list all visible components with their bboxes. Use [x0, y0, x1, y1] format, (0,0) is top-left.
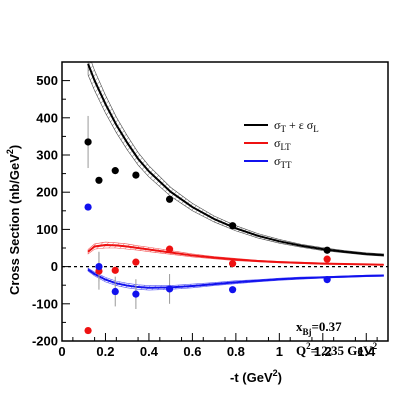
- data-point-lt: [132, 258, 140, 266]
- x-tick-label: 0.6: [183, 344, 201, 359]
- y-tick-label: 500: [36, 73, 58, 88]
- x-tick-label: 0.8: [227, 344, 245, 359]
- legend-label-tt: σTT: [274, 154, 292, 170]
- band-total: [87, 62, 384, 257]
- data-point-total: [111, 167, 119, 175]
- x-axis-ticks: 0 0.2 0.4 0.6 0.8 1 1.2 1.4: [58, 333, 378, 359]
- y-tick-label: 200: [36, 185, 58, 200]
- plot-frame: [61, 61, 389, 342]
- data-point-tt: [111, 287, 119, 296]
- x-tick-label: 1.2: [314, 344, 332, 359]
- data-points: [84, 138, 331, 335]
- data-point-tt: [165, 285, 174, 293]
- uncertainty-bands: [87, 62, 384, 291]
- data-point-total: [323, 246, 331, 254]
- x-tick-label: 0.4: [140, 344, 159, 359]
- x-tick-label: 1: [276, 344, 283, 359]
- y-tick-label: 0: [51, 259, 58, 274]
- data-point-tt: [95, 263, 103, 271]
- data-point-tt: [323, 276, 331, 284]
- x-tick-label: 0.2: [96, 344, 114, 359]
- annotation-xbj: xBj=0.37: [296, 319, 342, 337]
- data-point-tt: [84, 203, 92, 211]
- data-point-total: [95, 176, 103, 184]
- data-point-lt: [84, 326, 92, 335]
- data-point-lt: [111, 266, 119, 274]
- x-axis-title: -t (GeV2): [230, 368, 282, 385]
- y-axis-title: Cross Section (nb/GeV2): [5, 145, 22, 295]
- legend-label-lt: σLT: [274, 136, 291, 152]
- data-point-lt: [323, 255, 331, 263]
- data-point-total: [132, 171, 140, 179]
- data-point-lt: [165, 245, 174, 253]
- x-tick-label: 1.4: [357, 344, 376, 359]
- y-tick-label: -100: [32, 296, 58, 311]
- data-point-tt: [229, 286, 237, 294]
- legend-label-total: σT + ε σL: [274, 118, 319, 134]
- y-axis-ticks: -200 -100 0 100 200 300 400 500: [32, 73, 70, 349]
- data-point-lt: [229, 260, 237, 268]
- annotation-q2: Q2= 2.35 GeV2: [296, 341, 378, 358]
- x-tick-label: 0: [58, 344, 65, 359]
- legend: σT + ε σL σLT σTT: [244, 118, 319, 170]
- y-tick-label: 100: [36, 222, 58, 237]
- y-tick-label: -200: [32, 334, 58, 349]
- data-point-total: [229, 222, 237, 230]
- y-tick-label: 300: [36, 148, 58, 163]
- data-point-total: [165, 195, 174, 203]
- y-tick-label: 400: [36, 110, 58, 125]
- data-point-total: [84, 138, 92, 146]
- data-point-tt: [132, 290, 140, 298]
- curve-lt: [87, 244, 384, 266]
